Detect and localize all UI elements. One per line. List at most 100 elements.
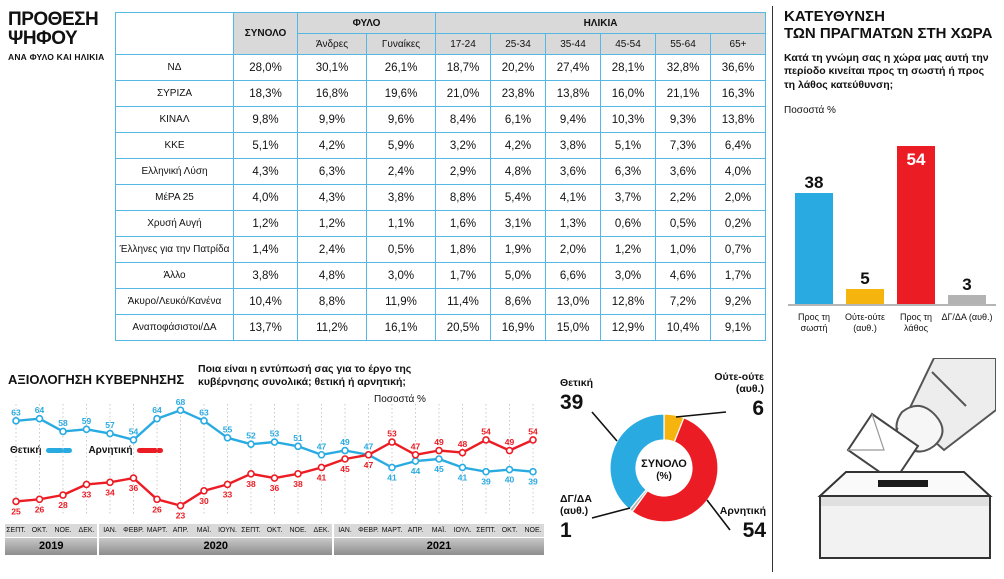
- svg-text:41: 41: [387, 472, 397, 482]
- month-label: ΜΑΪ.: [431, 527, 447, 534]
- party-label: Άλλο: [115, 262, 234, 289]
- month-label: ΜΑΡΤ.: [381, 527, 403, 534]
- month-label: ΜΑΡΤ.: [146, 527, 168, 534]
- legend-item-negative: Αρνητική: [88, 445, 164, 456]
- table-header-row: ΣΥΝΟΛΟ ΦΥΛΟ ΗΛΙΚΙΑ: [115, 12, 767, 55]
- svg-text:34: 34: [105, 487, 115, 497]
- value-cell: 1,2%: [233, 210, 298, 237]
- svg-text:64: 64: [152, 405, 162, 415]
- value-cell: 1,4%: [233, 236, 298, 263]
- svg-text:47: 47: [364, 460, 374, 470]
- table-row: Αναποφάσιστοι/ΔΑ 13,7% 11,2% 16,1% 20,5% 16,9…: [115, 314, 767, 341]
- value-cell: 10,3%: [600, 106, 656, 133]
- callout-label: ΔΓ/ΔΑ (αυθ.): [560, 493, 592, 517]
- value-cell: 6,3%: [297, 158, 367, 185]
- value-cell: 19,6%: [366, 80, 436, 107]
- value-cell: 8,8%: [297, 288, 367, 315]
- value-cell: 32,8%: [655, 54, 711, 81]
- svg-text:45: 45: [340, 464, 350, 474]
- value-cell: 9,6%: [366, 106, 436, 133]
- value-cell: 4,8%: [490, 158, 546, 185]
- value-cell: 16,8%: [297, 80, 367, 107]
- value-cell: 2,9%: [435, 158, 491, 185]
- value-cell: 1,6%: [435, 210, 491, 237]
- value-cell: 13,8%: [545, 80, 601, 107]
- value-cell: 28,1%: [600, 54, 656, 81]
- value-cell: 13,7%: [233, 314, 298, 341]
- value-cell: 4,8%: [297, 262, 367, 289]
- party-label: Ελληνική Λύση: [115, 158, 234, 185]
- svg-text:25: 25: [11, 506, 21, 516]
- callout-value: 6: [752, 396, 764, 420]
- month-label: ΙΑΝ.: [103, 527, 117, 534]
- value-cell: 9,2%: [709, 288, 767, 315]
- month-label: ΦΕΒΡ.: [358, 527, 379, 534]
- svg-text:28: 28: [58, 500, 68, 510]
- value-cell: 5,1%: [600, 132, 656, 159]
- value-cell: 36,6%: [709, 54, 767, 81]
- value-cell: 13,0%: [545, 288, 601, 315]
- svg-text:26: 26: [152, 504, 162, 514]
- svg-text:47: 47: [411, 441, 421, 451]
- bar-value-label: 3: [962, 275, 972, 294]
- direction-title-line2: ΤΩΝ ΠΡΑΓΜΑΤΩΝ ΣΤΗ ΧΩΡΑ: [784, 25, 993, 43]
- value-cell: 9,4%: [545, 106, 601, 133]
- column-header: 17-24: [435, 33, 491, 55]
- value-cell: 1,7%: [709, 262, 767, 289]
- svg-text:41: 41: [317, 472, 327, 482]
- bar-category-label: ΔΓ/ΔΑ (αυθ.): [941, 312, 993, 322]
- party-label: ΜέΡΑ 25: [115, 184, 234, 211]
- value-cell: 1,1%: [366, 210, 436, 237]
- svg-text:39: 39: [528, 477, 538, 487]
- svg-text:68: 68: [176, 398, 186, 407]
- year-band: 2021: [334, 538, 544, 555]
- value-cell: 10,4%: [655, 314, 711, 341]
- corner-cell: [115, 12, 234, 55]
- value-cell: 11,4%: [435, 288, 491, 315]
- value-cell: 3,8%: [233, 262, 298, 289]
- column-header: 45-54: [600, 33, 656, 55]
- value-cell: 3,6%: [655, 158, 711, 185]
- direction-bar: 54: [897, 146, 935, 304]
- svg-text:63: 63: [199, 407, 209, 417]
- month-band: [334, 524, 544, 537]
- bar-value-label: 54: [906, 150, 926, 169]
- svg-text:(%): (%): [656, 471, 672, 482]
- evaluation-title: ΑΞΙΟΛΟΓΗΣΗ ΚΥΒΕΡΝΗΣΗΣ: [8, 372, 185, 387]
- party-label: Αναποφάσιστοι/ΔΑ: [115, 314, 234, 341]
- value-cell: 1,9%: [490, 236, 546, 263]
- month-label: ΑΠΡ.: [172, 527, 189, 534]
- value-cell: 6,1%: [490, 106, 546, 133]
- bar-category-label: Προς τη σωστή: [797, 312, 831, 333]
- value-cell: 4,2%: [490, 132, 546, 159]
- value-cell: 6,6%: [545, 262, 601, 289]
- svg-text:36: 36: [129, 483, 139, 493]
- svg-text:59: 59: [82, 416, 92, 426]
- callout-label: Θετική: [560, 377, 594, 389]
- callout-dont-know: ΔΓ/ΔΑ (αυθ.) 1: [560, 493, 622, 542]
- column-header: Γυναίκες: [366, 33, 436, 55]
- value-cell: 0,2%: [709, 210, 767, 237]
- value-cell: 9,1%: [709, 314, 767, 341]
- direction-bar: 5: [846, 269, 884, 304]
- value-cell: 7,3%: [655, 132, 711, 159]
- svg-text:51: 51: [293, 433, 303, 443]
- party-label: Άκυρο/Λευκό/Κανένα: [115, 288, 234, 315]
- svg-text:30: 30: [199, 496, 209, 506]
- svg-text:47: 47: [364, 441, 374, 451]
- value-cell: 6,3%: [600, 158, 656, 185]
- callout-label: Αρνητική: [719, 505, 766, 517]
- value-cell: 11,2%: [297, 314, 367, 341]
- svg-text:39: 39: [481, 477, 491, 487]
- value-cell: 1,2%: [297, 210, 367, 237]
- value-cell: 6,4%: [709, 132, 767, 159]
- panel-divider: [772, 6, 773, 572]
- value-cell: 4,3%: [233, 158, 298, 185]
- legend-swatch: [46, 448, 73, 453]
- value-cell: 3,7%: [600, 184, 656, 211]
- year-band: 2020: [99, 538, 333, 555]
- value-cell: 1,8%: [435, 236, 491, 263]
- value-cell: 0,7%: [709, 236, 767, 263]
- value-cell: 5,0%: [490, 262, 546, 289]
- table-row: Έλληνες για την Πατρίδα 1,4% 2,4% 0,5% 1,8% 1…: [115, 236, 767, 263]
